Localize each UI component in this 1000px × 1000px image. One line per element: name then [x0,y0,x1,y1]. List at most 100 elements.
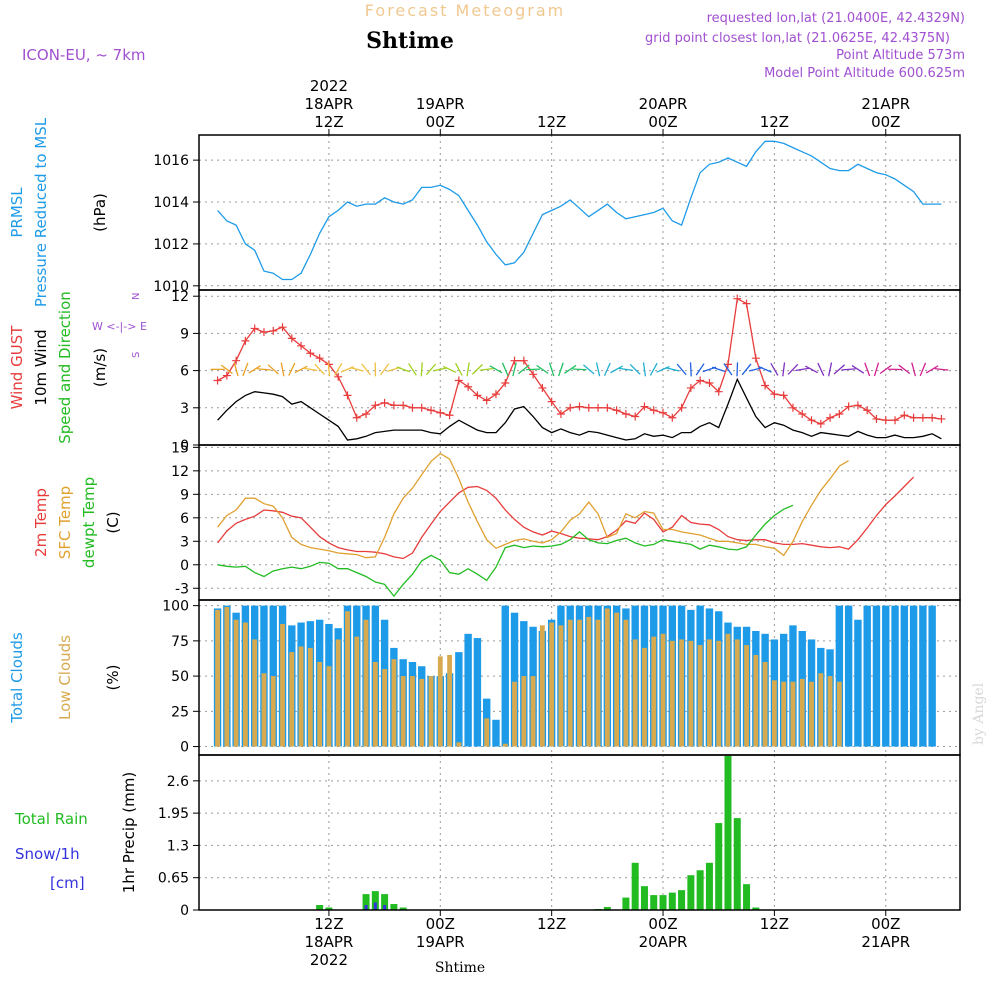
wind-arrow [841,368,856,371]
time-label: 00Z [648,915,677,933]
gust-marker [779,391,788,400]
low-cloud-bar [809,681,814,747]
gust-marker [844,402,853,411]
model-altitude: Model Point Altitude 600.625m [764,66,965,81]
total-cloud-bar [501,605,509,747]
gust-marker [900,411,909,420]
gust-marker [751,354,760,363]
tick-label-y: 100 [162,599,189,615]
gust-marker [705,379,714,387]
time-label: 00Z [426,113,455,131]
time-label: 12Z [760,915,789,933]
total-cloud-bar [919,605,927,747]
gust-marker [826,413,835,422]
panel-label-temp: 2m Temp [32,488,50,557]
wind-arrow [471,364,483,375]
wind-arrow [558,362,564,377]
panel-label-temp: dewpt Temp [80,477,98,568]
model-name: ICON-EU, ~ 7km [22,46,146,64]
requested-coords: requested lon,lat (21.0400E, 42.4329N) [707,11,965,26]
gust-marker [287,334,296,343]
rain-bar [390,904,398,910]
gust-marker [529,370,538,379]
gust-marker [473,391,482,400]
gust-marker [510,356,519,365]
tick-label-y: 25 [171,704,189,720]
panel-frame [198,289,961,446]
gust-marker [343,391,352,400]
tick-label-y: 0 [180,438,189,454]
low-cloud-bar [604,608,610,747]
panel-label-wind: Wind GUST [8,325,26,410]
low-cloud-bar [270,676,276,747]
tick-label-y: 9 [180,326,189,342]
wind-arrow [548,362,555,377]
low-cloud-bar [827,676,833,747]
low-cloud-bar [280,623,285,747]
low-cloud-bar [577,619,582,747]
gust-marker [250,324,259,333]
wind-arrow [379,363,390,376]
total-cloud-bar [510,612,519,747]
time-label: 00Z [871,915,900,933]
gust-marker [714,387,723,396]
gust-marker [640,402,649,411]
tick-label-y: 1.3 [167,838,189,854]
tick-label-y: 1014 [153,195,189,211]
total-cloud-bar [891,605,899,747]
low-cloud-bar [651,636,657,747]
low-cloud-bar [261,673,267,747]
panel-label-wind: Speed and Direction [56,291,74,444]
rain-bar [668,892,676,910]
series-line-PRMSL [217,140,942,281]
rain-bar [362,894,370,910]
footer-location: Shtime [435,960,485,976]
product-title: Forecast Meteogram [365,1,565,20]
panel-label-pressure: Pressure Reduced to MSL [32,117,50,307]
low-cloud-bar [224,607,230,747]
wind-arrow [327,362,331,377]
tick-label-y: 12 [171,289,189,305]
gust-marker [816,419,825,428]
gust-marker [454,376,463,385]
panels: 1010101210141016036912-30369121502550751… [153,135,961,919]
gust-marker [770,390,779,399]
point-altitude: Point Altitude 573m [836,48,965,63]
gust-marker [631,412,640,421]
wind-arrow [512,362,517,377]
wind-arrow [898,364,911,375]
wind-arrow [934,367,949,371]
low-cloud-bar [558,625,564,747]
low-cloud-bar [818,673,824,747]
time-label: 19APR [416,933,465,951]
total-cloud-bar [872,605,881,747]
wind-arrow [361,363,371,376]
compass-north: N [131,293,142,300]
gust-marker [891,416,900,425]
gust-marker [649,406,658,415]
low-cloud-bar [437,656,443,747]
total-cloud-bar [464,633,472,747]
total-cloud-bar [928,605,936,747]
time-label: 12Z [537,113,566,131]
time-label: 21APR [861,933,910,951]
precip-legend: Snow/1h [15,845,80,863]
gust-marker [501,379,510,387]
low-cloud-bar [697,645,703,747]
total-cloud-bar [473,638,482,747]
low-cloud-bar [623,619,629,747]
compass-south: S [131,352,142,358]
wind-arrow [314,363,325,375]
gust-marker [853,401,862,410]
wind-arrow [233,362,239,377]
precip-legend: [cm] [50,874,85,892]
low-cloud-bar [762,662,768,747]
wind-arrow [572,368,587,371]
low-cloud-bar [447,654,452,747]
series-line-10m Wind [217,377,942,441]
gust-marker [278,323,287,332]
wind-arrow [642,362,647,377]
panel-3: -3 0 3 6 9 12 15 [171,440,961,601]
time-label: 12Z [314,113,343,131]
